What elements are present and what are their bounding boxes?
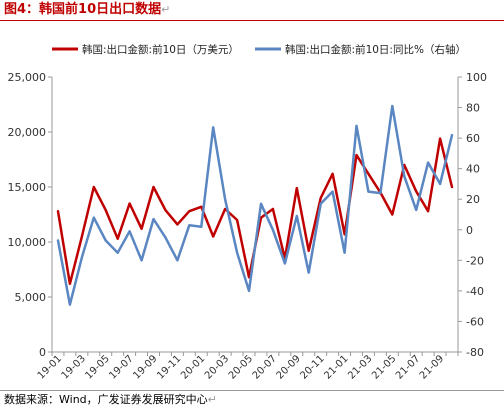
return-mark-source: ↵ (207, 393, 217, 406)
x-tick-label: 19-09 (131, 353, 159, 381)
right-tick-label: 40 (466, 163, 480, 176)
left-axis-ticks: 0 5,000 10,000 15,000 20,000 25,000 (8, 71, 52, 359)
x-tick-label: 21-05 (370, 353, 398, 381)
series-line-yoy (56, 104, 454, 306)
right-tick-label: -80 (466, 346, 484, 359)
left-tick-label: 25,000 (8, 71, 47, 84)
x-tick-label: 20-05 (227, 353, 255, 381)
x-tick-label: 21-01 (322, 353, 350, 381)
x-tick-label: 19-05 (84, 353, 112, 381)
x-tick-label: 19-11 (155, 353, 183, 381)
right-tick-label: 20 (466, 193, 480, 206)
x-tick-label: 21-09 (418, 353, 446, 381)
title-rule (0, 20, 504, 21)
source-note: 数据来源：Wind，广发证券发展研究中心↵ (4, 391, 217, 408)
left-tick-label: 0 (39, 346, 46, 359)
x-tick-label: 19-03 (60, 353, 88, 381)
x-tick-label: 19-07 (107, 353, 135, 381)
x-tick-label: 21-07 (394, 353, 422, 381)
right-axis-ticks: -80 -60 -40 -20 0 20 40 60 80 100 (458, 71, 487, 359)
x-tick-label: 21-03 (346, 353, 374, 381)
source-text: 数据来源：Wind，广发证券发展研究中心 (4, 393, 208, 406)
right-tick-label: -60 (466, 315, 484, 328)
figure-title-text: 图4：韩国前10日出口数据 (4, 2, 162, 17)
left-tick-label: 15,000 (8, 181, 47, 194)
left-tick-label: 20,000 (8, 126, 47, 139)
right-tick-label: 0 (466, 224, 473, 237)
right-tick-label: 60 (466, 132, 480, 145)
left-tick-label: 5,000 (15, 291, 47, 304)
left-tick-label: 10,000 (8, 236, 47, 249)
right-tick-label: -20 (466, 254, 484, 267)
x-tick-label: 20-11 (298, 353, 326, 381)
x-axis-ticks: 19-0119-0319-0519-0719-0919-1120-0120-03… (36, 352, 459, 382)
right-tick-label: 80 (466, 102, 480, 115)
return-mark: ↵ (161, 3, 171, 16)
axes (51, 77, 459, 353)
legend-label: 韩国:出口金额:前10日:同比%（右轴） (285, 43, 466, 56)
x-tick-label: 20-01 (179, 353, 207, 381)
series-layer (56, 104, 454, 306)
bottom-rule (0, 390, 504, 391)
series-line-export-amount (56, 137, 454, 286)
legend: 韩国:出口金额:前10日（万美元） 韩国:出口金额:前10日:同比%（右轴） (52, 43, 466, 56)
chart: 韩国:出口金额:前10日（万美元） 韩国:出口金额:前10日:同比%（右轴） 0 5… (8, 43, 488, 382)
x-tick-label: 20-07 (251, 353, 279, 381)
legend-label: 韩国:出口金额:前10日（万美元） (82, 43, 239, 56)
x-tick-label: 20-03 (203, 353, 231, 381)
x-tick-label: 20-09 (275, 353, 303, 381)
figure-title: 图4：韩国前10日出口数据↵ (4, 1, 170, 19)
right-tick-label: -40 (466, 285, 484, 298)
right-tick-label: 100 (466, 71, 487, 84)
